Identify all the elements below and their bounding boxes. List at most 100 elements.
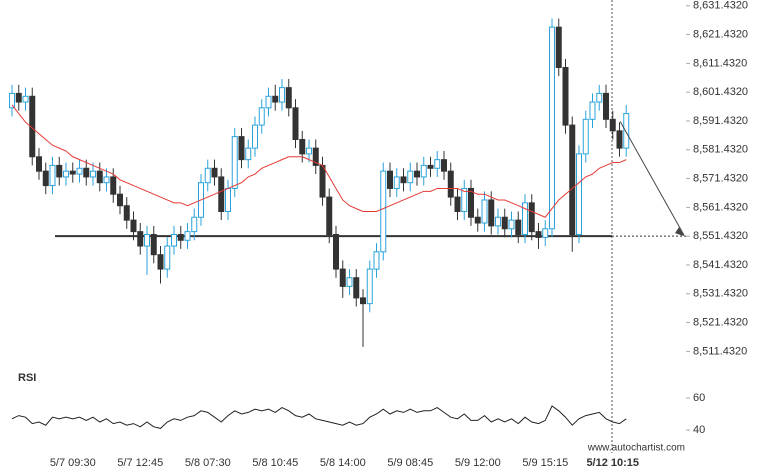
candle-body [184,231,191,241]
candle-body [90,170,96,178]
candle-body [461,187,468,212]
candle-body [285,87,292,109]
y-tick-label: 60 [693,392,705,404]
candle-body [427,164,434,169]
x-tick-label: 5/9 12:00 [455,457,501,469]
candle-body [542,228,549,238]
candle-body [609,118,616,132]
candle-body [339,268,346,287]
candle-body [555,26,562,68]
candle-body [130,219,137,233]
candle-body [144,234,150,247]
candle-body [164,245,171,270]
y-tick-label: 8,551.4320 [693,230,748,242]
candle-body [9,92,15,109]
candle-body [211,167,218,178]
candle-body [528,202,535,233]
candle-body [312,147,319,166]
y-tick-label: 8,621.4320 [693,28,748,40]
candle-body [265,95,272,109]
rsi-line [11,405,627,429]
candle-body [596,92,603,103]
candle-body [360,297,366,305]
forecast-arrowhead [675,227,684,237]
y-tick-label: 8,541.4320 [693,259,748,271]
footer: www.autochartist.com [587,443,685,454]
candle-body [56,164,63,178]
candle-body [49,164,56,187]
y-tick-label: 8,571.4320 [693,172,748,184]
candle-body [29,95,36,158]
candle-body [501,216,508,230]
candle-body [400,176,407,184]
candle-body [535,231,542,238]
y-tick-label: 40 [693,424,705,436]
candle-body [333,234,339,270]
candle-body [414,170,420,178]
candle-body [245,147,252,161]
moving-average [11,104,627,218]
x-tick-label: 5/9 08:45 [387,457,433,469]
candle-body [231,136,238,189]
candle-body [177,234,184,241]
y-tick-label: 8,511.4320 [693,345,747,357]
candle-body [366,268,373,305]
candle-body [171,234,177,247]
candle-body [218,176,225,212]
candle-body [623,113,630,149]
y-tick-label: 8,561.4320 [693,201,748,213]
rsi-title: RSI [18,372,36,384]
candle-body [346,277,353,287]
candle-body [562,66,569,126]
y-tick-label: 8,521.4320 [693,316,748,328]
candle-body [387,170,393,189]
candle-body [481,199,488,224]
candle-body [508,219,515,230]
candle-body [103,176,110,184]
y-tick-label: 8,591.4320 [693,115,748,127]
candle-body [488,199,495,227]
candle-body [407,170,414,184]
candle-body [150,234,157,256]
x-tick-label: 5/9 15:15 [522,457,568,469]
candle-body [522,202,528,236]
forecast-arrow [619,121,685,236]
candle-body [582,118,589,155]
candle-body [474,216,481,224]
y-tick-label: 8,581.4320 [693,144,748,156]
candle-body [76,167,83,175]
candle-body [252,124,258,149]
candle-body [69,170,76,175]
candle-body [468,187,474,218]
candle-body [569,124,576,236]
candle-body [279,87,285,103]
candle-body [576,153,582,236]
y-tick-label: 8,631.4320 [693,0,748,12]
candle-body [306,147,312,155]
candle-body [36,156,42,172]
candle-body [420,164,427,178]
candle-body [110,176,117,195]
candle-body [191,216,198,233]
candle-body [393,176,400,189]
candle-body [373,251,380,270]
candle-body [15,92,22,103]
y-tick-label: 8,611.4320 [693,57,747,69]
candle-body [42,170,49,187]
candle-body [96,170,103,184]
candle-body [272,95,279,103]
candle-body [204,167,211,184]
candle-body [447,170,454,198]
candle-body [603,92,609,120]
candle-body [299,138,306,155]
x-tick-label: 5/8 07:30 [185,457,231,469]
y-tick-label: 8,531.4320 [693,288,748,300]
candle-body [616,130,623,149]
candle-body [292,107,299,140]
candle-body [157,254,164,270]
candle-body [63,170,69,178]
candle-body [123,205,130,221]
candle-body [353,277,360,299]
candle-body [117,193,123,207]
